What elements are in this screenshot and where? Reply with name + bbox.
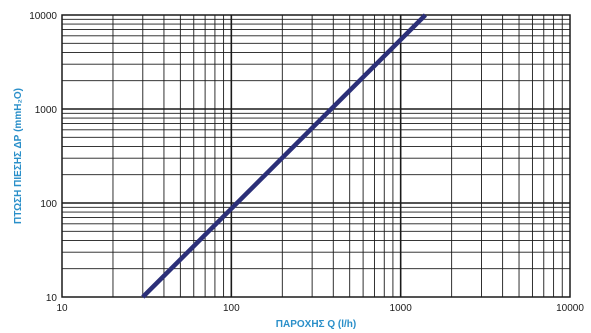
plot-background xyxy=(62,15,570,297)
y-tick-label: 10000 xyxy=(29,11,57,22)
y-tick-label: 100 xyxy=(40,199,57,210)
x-tick-label: 10 xyxy=(56,303,68,314)
x-tick-label: 1000 xyxy=(390,303,413,314)
series-layer xyxy=(141,13,427,299)
x-axis-title: ΠΑΡΟΧΗΣ Q (l/h) xyxy=(276,319,356,330)
y-axis-title: ΠΤΩΣΗ ΠΙΕΣΗΣ ΔΡ (mmH₂O) xyxy=(13,88,24,224)
plot-frame xyxy=(61,14,571,298)
y-tick-label: 10 xyxy=(46,293,58,304)
series-line xyxy=(141,13,427,299)
y-tick-label: 1000 xyxy=(35,105,58,116)
grid-lines xyxy=(62,15,570,297)
x-tick-label: 10000 xyxy=(556,303,584,314)
x-tick-label: 100 xyxy=(223,303,240,314)
tick-labels: 10 100 1000 10000 10 100 1000 10000 xyxy=(29,11,584,314)
